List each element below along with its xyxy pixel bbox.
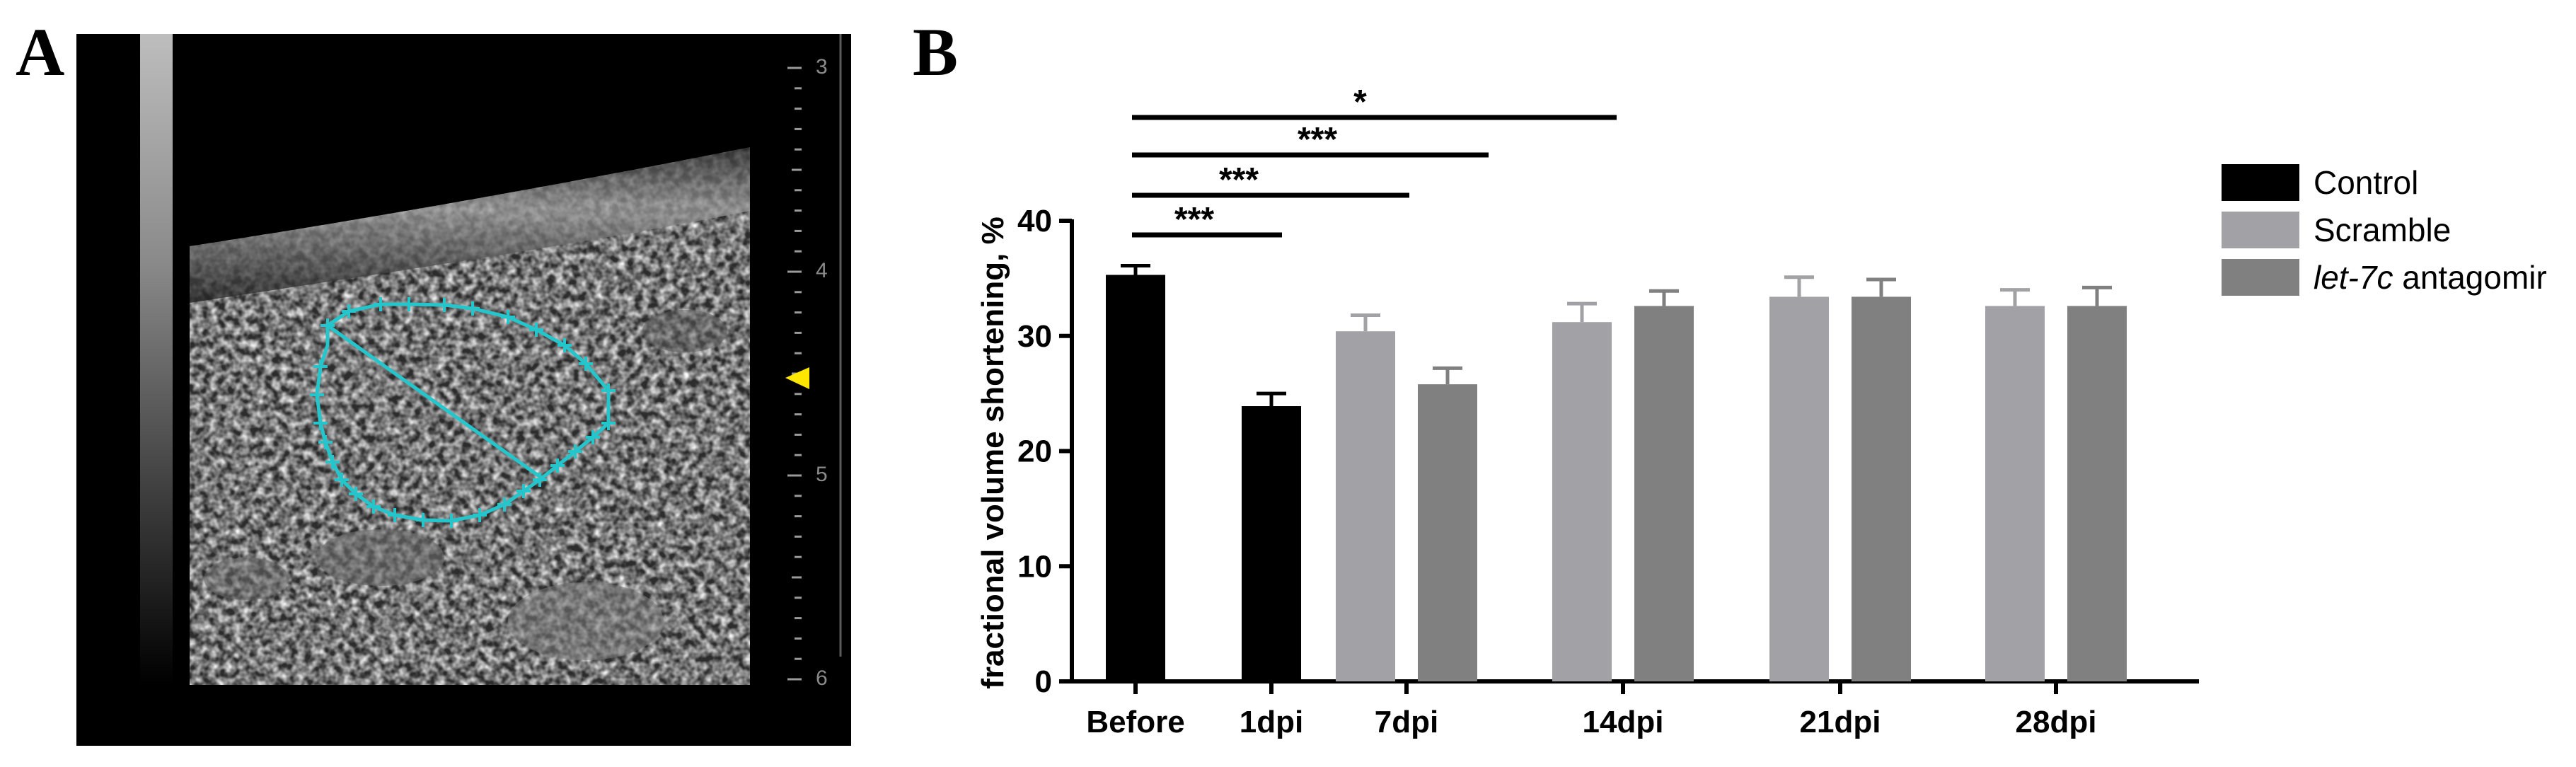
tracing-marker xyxy=(313,416,328,430)
tracing-marker xyxy=(366,500,381,514)
tracing-marker xyxy=(349,487,363,501)
y-tick-label: 0 xyxy=(1035,664,1052,699)
error-bar xyxy=(1784,275,1814,297)
significance-label: *** xyxy=(1219,161,1259,199)
x-tick-label: Before xyxy=(1086,705,1184,739)
error-bar xyxy=(1866,277,1896,297)
tracing-marker xyxy=(313,359,328,374)
tracing-marker xyxy=(579,357,593,371)
ultrasound-image: 3 4 5 6 xyxy=(76,34,851,746)
tracing-marker xyxy=(335,473,349,487)
tracing-marker xyxy=(320,318,335,333)
error-bar xyxy=(1649,289,1679,306)
bar-control xyxy=(1106,275,1165,681)
tracing-marker xyxy=(586,430,600,444)
x-tick-label: 7dpi xyxy=(1375,705,1438,739)
bar-let-7c-antagomir xyxy=(2067,306,2127,681)
tracing-marker xyxy=(416,513,430,527)
bar-control xyxy=(1242,406,1301,681)
error-bar xyxy=(2082,285,2112,306)
depth-label-3: 3 xyxy=(816,55,828,79)
y-tick-label: 40 xyxy=(1017,204,1052,238)
error-bar xyxy=(1257,391,1286,407)
tracing-marker xyxy=(437,298,451,312)
tracing-marker xyxy=(444,514,458,528)
y-tick-label: 20 xyxy=(1017,434,1052,469)
tracing-marker xyxy=(466,301,480,316)
panel-a-label: A xyxy=(16,14,65,90)
tracing-marker xyxy=(374,297,388,311)
depth-scale: 3 4 5 6 xyxy=(787,34,842,690)
error-bar xyxy=(1433,366,1462,385)
depth-label-6: 6 xyxy=(816,667,828,690)
legend-swatch xyxy=(2222,212,2299,248)
tracing-marker xyxy=(501,310,515,324)
tracing-marker xyxy=(342,304,356,318)
bar-scramble xyxy=(1769,296,1829,681)
legend-swatch xyxy=(2222,259,2299,296)
legend-swatch xyxy=(2222,164,2299,201)
tracing-marker xyxy=(325,455,340,469)
tracing-marker xyxy=(516,484,531,498)
bar-scramble xyxy=(1336,331,1395,681)
y-axis-label: fractional volume shortening, % xyxy=(976,217,1010,688)
x-tick-label: 28dpi xyxy=(2016,705,2097,739)
depth-label-4: 4 xyxy=(816,259,828,282)
legend-label: Scramble xyxy=(2314,212,2451,248)
bar-let-7c-antagomir xyxy=(1852,296,1911,681)
tracing-marker xyxy=(550,459,565,473)
tracing-axis-line xyxy=(326,323,543,480)
legend-label: let-7c antagomir xyxy=(2314,259,2547,296)
focus-marker-icon xyxy=(785,367,809,389)
tracing-marker xyxy=(533,473,547,487)
grayscale-bar xyxy=(140,34,173,685)
error-bar xyxy=(1567,301,1597,323)
bar-scramble xyxy=(1552,322,1612,681)
tracing-marker xyxy=(568,444,582,459)
tracing-marker xyxy=(558,338,572,352)
significance-label: * xyxy=(1353,83,1367,121)
tracing-marker xyxy=(529,323,543,337)
depth-label-5: 5 xyxy=(816,463,828,486)
bar-scramble xyxy=(1985,306,2045,681)
tracing-markers xyxy=(310,297,616,528)
tracing-marker xyxy=(601,416,616,430)
tissue-region xyxy=(190,147,750,685)
significance-label: *** xyxy=(1298,121,1337,158)
tracing-marker xyxy=(601,384,616,398)
x-tick-label: 14dpi xyxy=(1583,705,1664,739)
error-bar xyxy=(1351,313,1380,332)
tracing-marker xyxy=(310,388,324,402)
bar-let-7c-antagomir xyxy=(1418,384,1477,681)
error-bar xyxy=(2000,288,2030,306)
x-tick-label: 21dpi xyxy=(1800,705,1881,739)
tracing-marker xyxy=(473,508,487,522)
legend-label: Control xyxy=(2314,164,2418,201)
tracing-marker xyxy=(318,435,333,449)
tracing-marker xyxy=(388,508,402,522)
x-tick-label: 1dpi xyxy=(1240,705,1303,739)
bar-let-7c-antagomir xyxy=(1634,306,1694,681)
tracing-marker xyxy=(402,297,416,311)
y-tick-label: 30 xyxy=(1017,319,1052,354)
error-bar xyxy=(1121,263,1150,275)
panel-b-label: B xyxy=(913,14,959,90)
significance-label: *** xyxy=(1174,201,1214,238)
y-tick-label: 10 xyxy=(1017,549,1052,584)
tracing-marker xyxy=(497,497,512,512)
